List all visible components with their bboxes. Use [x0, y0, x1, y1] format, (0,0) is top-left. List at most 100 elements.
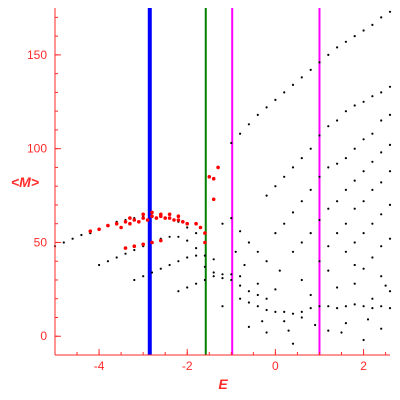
data-point [318, 260, 321, 263]
data-point [309, 147, 312, 150]
data-point [336, 46, 339, 49]
data-point [384, 284, 387, 287]
data-point [336, 200, 339, 203]
data-point [265, 260, 268, 263]
data-point [177, 260, 180, 263]
data-point [309, 293, 312, 297]
data-point [256, 293, 259, 297]
data-point [362, 200, 365, 203]
data-point [380, 245, 383, 248]
data-point [195, 232, 198, 235]
data-point [300, 278, 303, 282]
data-point [168, 263, 171, 267]
data-point [133, 278, 136, 282]
data-point [163, 216, 167, 220]
data-point [336, 307, 339, 310]
data-point [172, 218, 176, 222]
data-point [256, 282, 259, 285]
data-point [141, 242, 145, 247]
data-point [203, 254, 206, 257]
data-point [274, 232, 277, 235]
data-point [366, 318, 370, 321]
y-tick-label: 50 [34, 235, 48, 249]
data-point [230, 273, 233, 276]
data-point [106, 260, 109, 263]
data-point [150, 271, 154, 274]
data-point [380, 213, 383, 216]
data-point [388, 113, 392, 116]
data-point [274, 185, 277, 188]
data-point [239, 297, 242, 300]
data-point [327, 125, 330, 128]
data-point [353, 282, 356, 285]
data-point [239, 230, 242, 233]
data-point [371, 23, 374, 26]
data-point [186, 226, 189, 229]
data-point [114, 221, 119, 226]
data-point [371, 307, 374, 310]
data-point [203, 265, 206, 268]
data-point [300, 200, 303, 203]
data-point [291, 83, 295, 86]
data-point [88, 229, 93, 233]
data-point [362, 29, 365, 32]
data-point [300, 241, 303, 244]
data-point [336, 119, 339, 122]
data-point [362, 232, 365, 235]
data-point [207, 175, 212, 179]
data-point [176, 214, 181, 218]
data-point [344, 188, 347, 191]
data-point [309, 307, 312, 310]
data-point [150, 240, 154, 245]
data-point [371, 256, 374, 259]
data-point [344, 40, 347, 43]
data-point [203, 240, 207, 245]
data-point [150, 214, 154, 218]
data-point [123, 246, 128, 250]
data-point [371, 132, 374, 135]
data-point [283, 175, 286, 178]
data-point [362, 338, 365, 342]
data-point [265, 308, 268, 312]
data-point [176, 218, 181, 222]
data-point [336, 162, 339, 165]
data-point [142, 275, 145, 278]
data-point [194, 221, 198, 226]
data-point [132, 244, 137, 248]
data-point [353, 207, 356, 210]
data-point [168, 235, 171, 238]
data-point [145, 218, 150, 222]
x-tick-label: 2 [360, 359, 367, 373]
data-point [239, 284, 242, 287]
data-point [371, 188, 374, 191]
data-point [318, 218, 321, 222]
data-point [247, 241, 250, 244]
data-point [283, 310, 286, 313]
data-point [291, 211, 295, 214]
data-point [167, 216, 172, 220]
data-point [265, 106, 268, 109]
data-point [309, 232, 312, 235]
data-point [327, 269, 330, 272]
data-point [256, 113, 259, 116]
data-point [137, 220, 141, 224]
data-point [221, 277, 224, 280]
data-point [106, 223, 110, 228]
data-point [300, 157, 303, 160]
data-point [159, 212, 163, 217]
data-point [212, 275, 215, 278]
data-point [167, 212, 172, 217]
axes [54, 8, 390, 356]
data-point [274, 98, 277, 101]
data-point [300, 310, 303, 313]
data-point [128, 221, 132, 226]
data-point [300, 76, 303, 79]
data-point [265, 331, 268, 334]
data-point [128, 216, 132, 220]
x-tick-label: -4 [94, 359, 105, 373]
data-point [353, 104, 356, 107]
data-point [344, 322, 347, 325]
data-point [300, 316, 303, 319]
data-point [327, 53, 330, 57]
data-point [380, 119, 383, 122]
